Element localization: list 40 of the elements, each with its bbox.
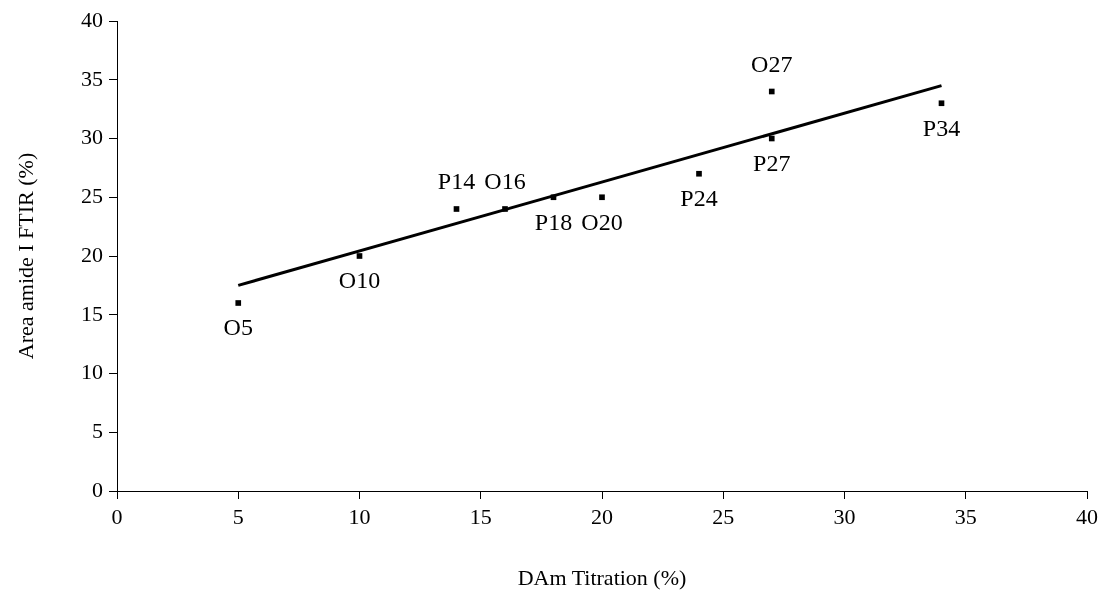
x-tick-label: 15 <box>469 503 492 529</box>
y-tick-label: 5 <box>92 418 103 444</box>
point <box>356 253 363 259</box>
point <box>599 194 605 201</box>
x-tick-label: 5 <box>232 503 244 529</box>
annotation: O27 <box>751 50 793 77</box>
y-tick-label: 35 <box>81 65 103 91</box>
point <box>235 300 242 306</box>
annotation: O10 <box>338 267 381 294</box>
annotation: P27 <box>753 149 791 176</box>
annotation: P24 <box>680 185 718 212</box>
annotation: O16 <box>484 168 526 195</box>
annotation: P34 <box>922 114 961 141</box>
y-tick-label: 20 <box>81 241 103 267</box>
y-axis-title: Area amide I FTIR (%) <box>12 152 38 360</box>
x-tick-label: 35 <box>954 503 977 529</box>
x-tick-label: 20 <box>591 503 613 529</box>
y-tick-label: 25 <box>81 183 103 209</box>
y-tick-label: 30 <box>81 124 103 150</box>
point <box>502 206 508 212</box>
annotation: O5 <box>223 314 253 341</box>
y-tick-label: 0 <box>92 476 103 502</box>
y-tick-label: 15 <box>81 300 103 326</box>
x-tick-label: 25 <box>712 503 735 529</box>
point <box>550 194 557 201</box>
x-tick-label: 30 <box>833 503 856 529</box>
point <box>768 135 775 142</box>
annotation: P18 <box>534 208 573 235</box>
annotation: P14 <box>437 168 476 195</box>
y-tick-label: 10 <box>81 359 103 385</box>
y-tick-label: 40 <box>81 6 103 32</box>
x-axis-title: DAm Titration (%) <box>517 564 687 590</box>
annotation: O20 <box>581 208 623 235</box>
x-tick-label: 10 <box>348 503 371 529</box>
point <box>938 100 945 107</box>
x-tick-label: 0 <box>111 503 123 529</box>
point <box>768 88 775 95</box>
x-tick-label: 40 <box>1076 503 1098 529</box>
point <box>453 206 460 212</box>
point <box>696 170 702 177</box>
